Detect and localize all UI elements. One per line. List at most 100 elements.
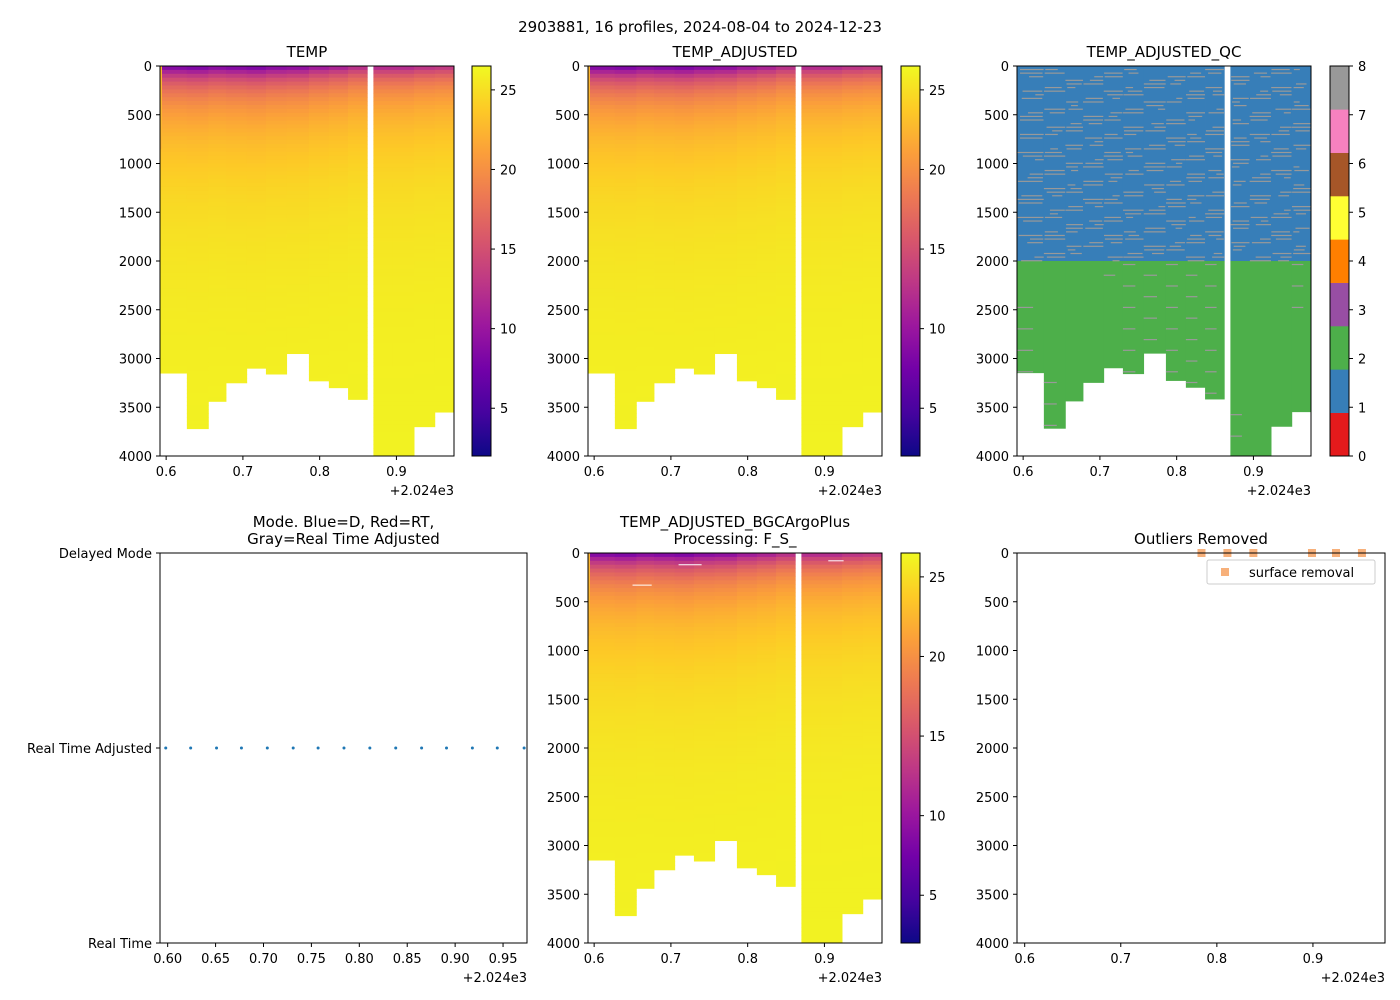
heatmap-cell	[246, 171, 267, 176]
heatmap-cell	[714, 319, 738, 324]
heatmap-cell	[714, 315, 738, 320]
qc-cell	[1205, 130, 1224, 132]
heatmap-cell	[756, 685, 777, 690]
heatmap-cell	[674, 272, 695, 277]
heatmap-cell	[862, 666, 883, 671]
heatmap-cell	[776, 81, 796, 86]
heatmap-cell	[654, 849, 676, 854]
heatmap-cell	[614, 183, 637, 188]
heatmap-cell	[736, 85, 758, 90]
heatmap-cell	[208, 175, 227, 180]
qc-cell	[1294, 105, 1309, 107]
heatmap-cell	[736, 627, 758, 632]
heatmap-cell	[226, 300, 248, 305]
heatmap-cell	[693, 225, 716, 231]
heatmap-cell	[842, 619, 864, 624]
heatmap-cell	[842, 370, 864, 375]
heatmap-cell	[308, 366, 330, 371]
qc-cell	[1208, 234, 1222, 237]
qc-cell	[1188, 180, 1203, 182]
heatmap-cell	[614, 833, 637, 839]
heatmap-cell	[654, 744, 676, 749]
heatmap-cell	[736, 140, 758, 145]
qc-cell	[1293, 166, 1300, 168]
heatmap-cell	[614, 155, 637, 160]
heatmap-cell	[674, 132, 695, 137]
y-tick-label: 1500	[547, 206, 580, 221]
heatmap-cell	[842, 354, 864, 359]
heatmap-cell	[714, 794, 738, 800]
heatmap-cell	[265, 315, 288, 320]
qc-cell	[1049, 209, 1065, 211]
heatmap-cell	[328, 167, 349, 172]
heatmap-cell	[654, 128, 676, 133]
heatmap-cell	[246, 202, 267, 207]
heatmap-cell	[654, 132, 676, 137]
qc-cell	[1017, 133, 1044, 136]
heatmap-cell	[414, 280, 436, 285]
heatmap-cell	[614, 420, 637, 426]
heatmap-cell	[756, 748, 777, 753]
heatmap-cell	[654, 709, 676, 714]
heatmap-cell	[434, 374, 455, 379]
heatmap-cell	[693, 677, 716, 683]
axes-frame	[587, 552, 883, 944]
heatmap-cell	[674, 798, 695, 803]
qc-cell	[1145, 162, 1166, 164]
heatmap-cell	[801, 374, 821, 379]
heatmap-cell	[286, 261, 310, 266]
heatmap-cell	[820, 880, 843, 885]
heatmap-cell	[776, 225, 796, 231]
heatmap-cell	[776, 857, 796, 862]
heatmap-cell	[614, 673, 637, 679]
heatmap-cell	[414, 202, 436, 207]
heatmap-cell	[736, 358, 758, 363]
heatmap-cell	[348, 214, 368, 219]
heatmap-cell	[308, 93, 330, 98]
heatmap-cell	[308, 257, 330, 262]
heatmap-cell	[801, 923, 821, 928]
heatmap-cell	[862, 190, 883, 196]
heatmap-cell	[756, 689, 777, 694]
heatmap-cell	[308, 210, 330, 215]
heatmap-cell	[776, 732, 796, 737]
qc-cell	[1104, 198, 1118, 200]
heatmap-cell	[265, 307, 288, 313]
y-tick-label: 3500	[976, 888, 1009, 903]
heatmap-cell	[636, 385, 655, 391]
qc-cell	[1208, 209, 1224, 211]
qc-cell	[1122, 112, 1144, 114]
heatmap-cell	[636, 186, 655, 192]
heatmap-cell	[674, 358, 695, 363]
heatmap-cell	[756, 580, 777, 585]
heatmap-cell	[801, 268, 821, 274]
heatmap-cell	[654, 292, 676, 297]
heatmap-cell	[862, 693, 883, 698]
qc-cell	[1083, 180, 1104, 182]
heatmap-cell	[414, 405, 436, 410]
heatmap-cell	[373, 448, 393, 453]
heatmap-cell	[265, 163, 288, 168]
heatmap-cell	[160, 190, 188, 196]
heatmap-cell	[286, 280, 310, 285]
heatmap-cell	[842, 420, 864, 426]
heatmap-cell	[801, 619, 821, 624]
heatmap-cell	[265, 214, 288, 219]
heatmap-cell	[820, 401, 843, 406]
heatmap-cell	[820, 362, 843, 367]
mode-point	[420, 746, 424, 750]
heatmap-cell	[736, 814, 758, 819]
heatmap-cell	[588, 202, 616, 207]
heatmap-cell	[328, 222, 349, 227]
heatmap-cell	[842, 814, 864, 819]
heatmap-cell	[820, 183, 843, 188]
heatmap-cell	[693, 712, 716, 718]
heatmap-cell	[588, 642, 616, 647]
heatmap-cell	[373, 444, 393, 449]
heatmap-cell	[862, 222, 883, 227]
heatmap-cell	[392, 218, 415, 223]
heatmap-cell	[820, 892, 843, 897]
y-tick-label: 3000	[547, 353, 580, 368]
heatmap-cell	[246, 69, 267, 75]
heatmap-cell	[654, 705, 676, 710]
